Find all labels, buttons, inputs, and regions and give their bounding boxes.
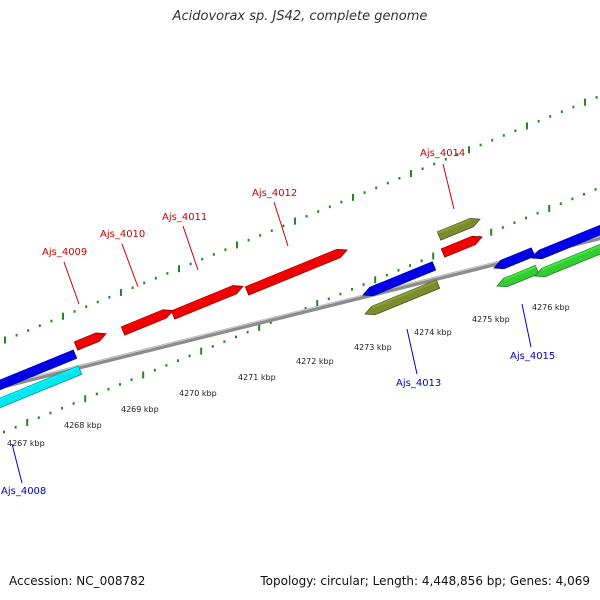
gene-label: Ajs_4010 (100, 229, 145, 240)
scale-label: 4271 kbp (238, 373, 276, 382)
scale-labels: 4267 kbp 4268 kbp 4269 kbp 4270 kbp 4271 kbp… (7, 303, 570, 448)
gene-label: Ajs_4013 (396, 378, 441, 389)
gene-blue-right-a (493, 247, 536, 270)
scale-label: 4269 kbp (121, 405, 159, 414)
scale-label: 4276 kbp (532, 303, 570, 312)
gene-ajs-4013 (362, 261, 437, 297)
gene-ajs-4012 (244, 248, 348, 296)
gene-label-leader (406, 328, 418, 375)
gene-label: Ajs_4008 (1, 486, 46, 497)
reverse-scale-ticks (3, 188, 597, 434)
scale-label: 4273 kbp (354, 343, 392, 352)
scale-label: 4270 kbp (179, 389, 217, 398)
gene-blue-left (0, 349, 78, 391)
gene-green-right (534, 240, 600, 278)
gene-label-leader (121, 243, 139, 288)
gene-label-leader (182, 225, 199, 271)
gene-label-leader (521, 303, 532, 348)
gene-ajs-4009 (73, 332, 107, 351)
genome-stats-text: Topology: circular; Length: 4,448,856 bp… (260, 574, 590, 588)
gene-features (0, 218, 600, 409)
gene-ajs-4008 (0, 365, 83, 409)
scale-label: 4267 kbp (7, 439, 45, 448)
forward-scale-ticks (4, 96, 598, 344)
genome-title: Acidovorax sp. JS42, complete genome (172, 9, 428, 24)
gene-label-leader (442, 163, 455, 210)
gene-labels: Ajs_4009 Ajs_4010 Ajs_4011 Ajs_4012 Ajs_4014… (1, 148, 555, 497)
gene-olive-reverse (364, 279, 441, 316)
gene-blue-right-b (531, 221, 600, 260)
gene-label: Ajs_4015 (510, 351, 555, 362)
accession-text: Accession: NC_008782 (9, 574, 146, 588)
gene-label-leader (11, 443, 23, 484)
scale-label: 4272 kbp (296, 357, 334, 366)
gene-ajs-4014 (440, 235, 483, 258)
gene-ajs-4010 (120, 309, 174, 336)
gene-label: Ajs_4014 (420, 148, 465, 159)
scale-label: 4268 kbp (64, 421, 102, 430)
gene-ajs-4015 (496, 264, 540, 288)
gene-olive-forward (436, 218, 481, 241)
gene-label: Ajs_4012 (252, 188, 297, 199)
gene-label: Ajs_4011 (162, 212, 207, 223)
gene-ajs-4011 (170, 285, 244, 320)
gene-label: Ajs_4009 (42, 247, 87, 258)
scale-label: 4274 kbp (414, 328, 452, 337)
gene-label-leader (273, 201, 289, 247)
gene-label-leader (63, 261, 80, 305)
scale-label: 4275 kbp (472, 315, 510, 324)
